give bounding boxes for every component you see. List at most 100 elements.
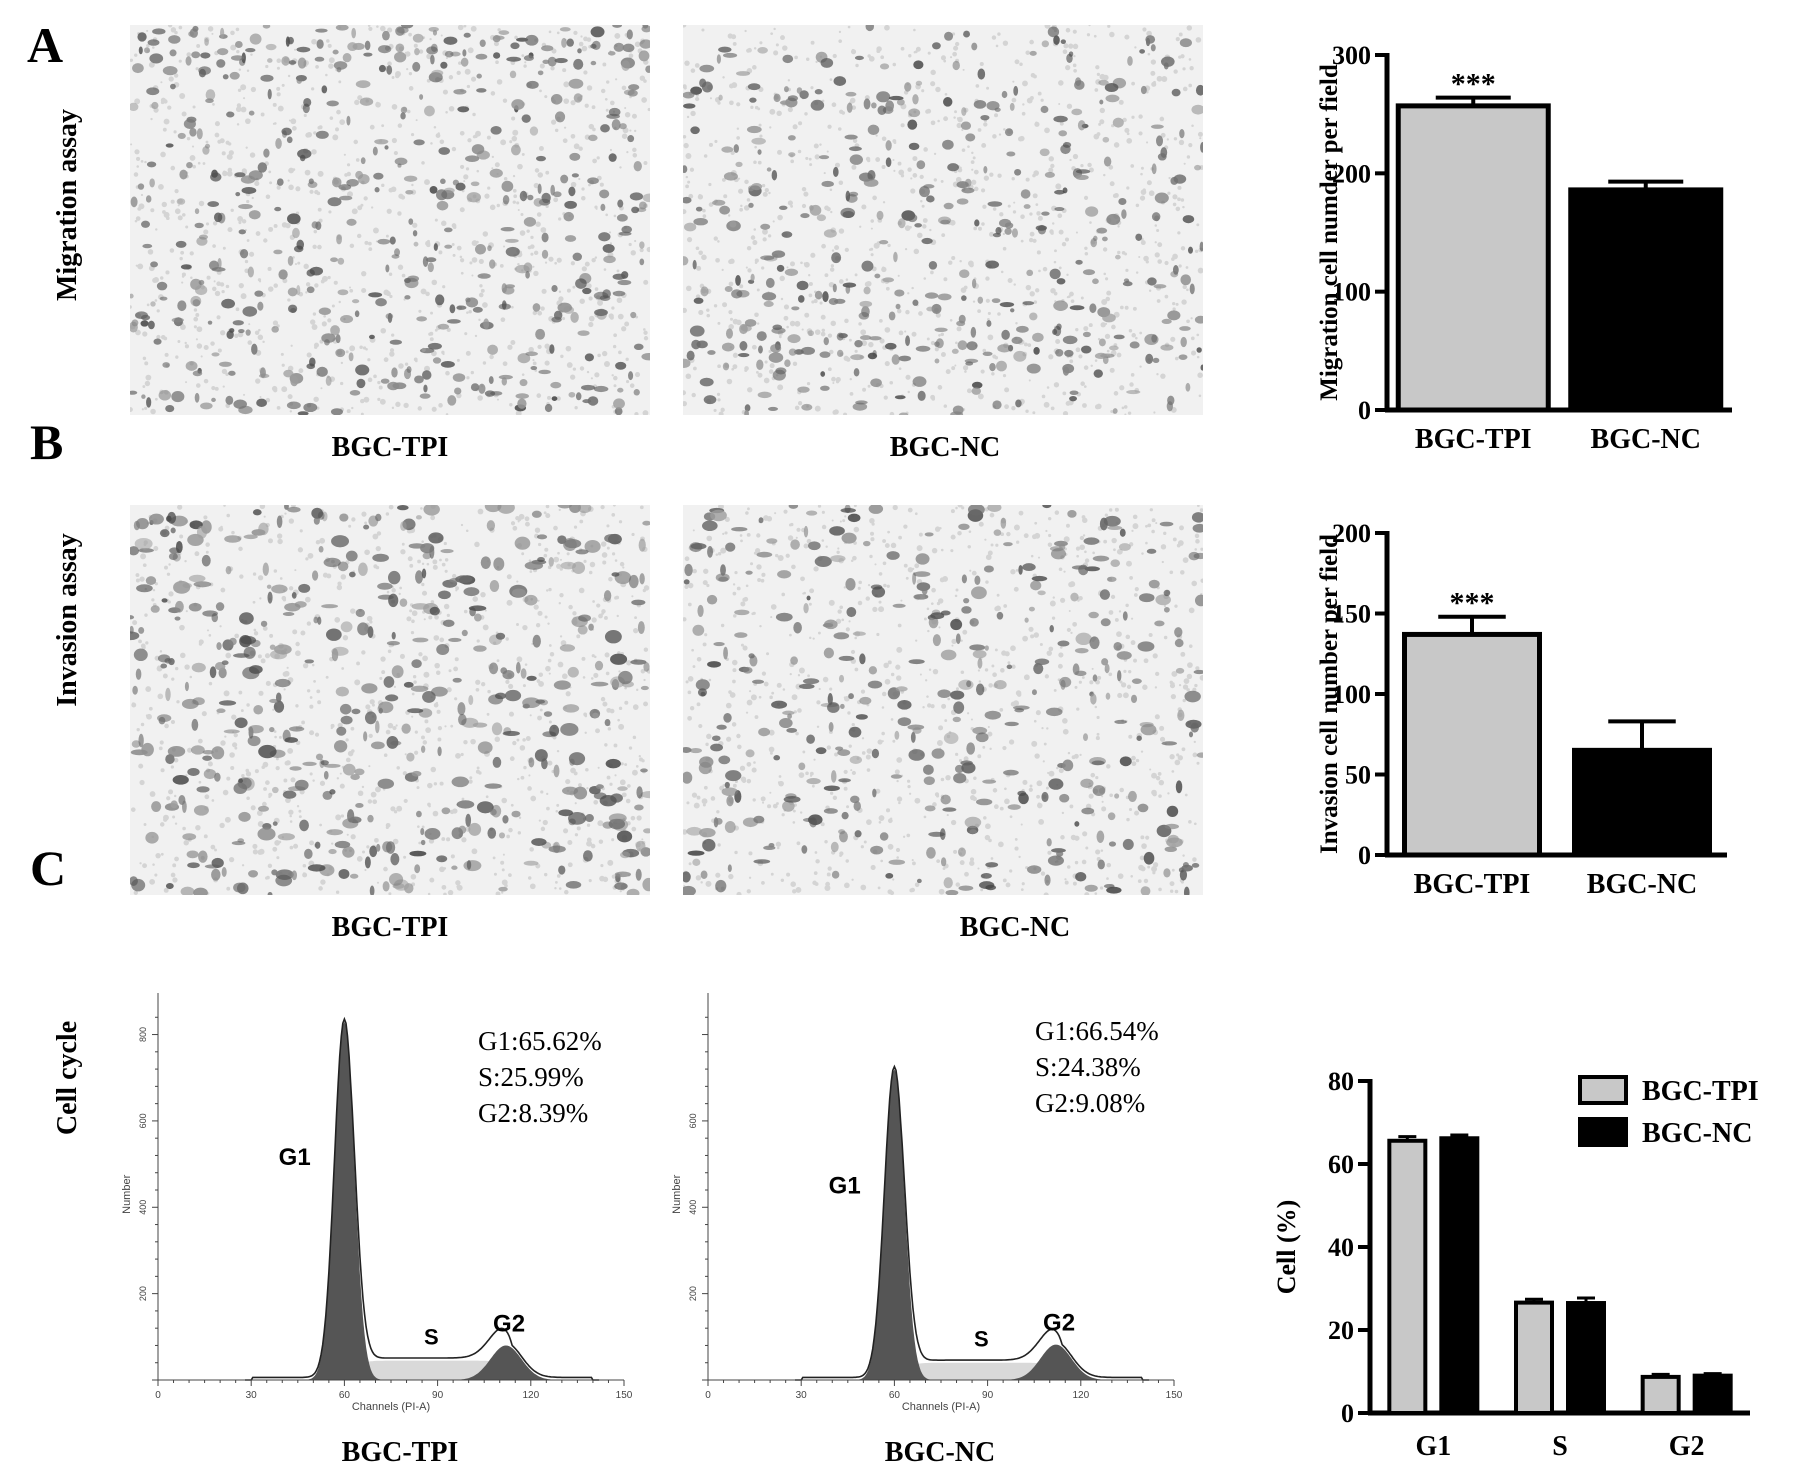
background-speckle xyxy=(1096,72,1101,77)
background-speckle xyxy=(1158,794,1162,798)
background-speckle xyxy=(1155,522,1158,525)
cell-spot xyxy=(1054,207,1065,212)
background-speckle xyxy=(801,328,804,331)
background-speckle xyxy=(1183,678,1190,685)
background-speckle xyxy=(614,774,617,777)
background-speckle xyxy=(621,326,627,332)
background-speckle xyxy=(527,876,532,880)
cell-spot xyxy=(242,306,258,317)
cell-spot xyxy=(637,621,645,634)
cell-spot xyxy=(462,49,467,57)
cell-spot xyxy=(783,86,789,93)
background-speckle xyxy=(1011,664,1016,669)
background-speckle xyxy=(970,160,975,164)
background-speckle xyxy=(742,645,748,651)
background-speckle xyxy=(941,703,947,709)
cell-spot xyxy=(243,646,256,659)
cell-spot xyxy=(191,51,201,59)
background-speckle xyxy=(516,738,520,742)
cell-spot xyxy=(526,80,539,89)
background-speckle xyxy=(614,559,618,562)
background-speckle xyxy=(1138,255,1141,259)
background-speckle xyxy=(732,583,736,586)
background-speckle xyxy=(404,753,407,756)
background-speckle xyxy=(1108,165,1114,170)
background-speckle xyxy=(286,666,289,669)
background-speckle xyxy=(1086,33,1091,37)
background-speckle xyxy=(288,586,294,591)
background-speckle xyxy=(863,840,867,844)
cell-spot xyxy=(355,608,365,618)
background-speckle xyxy=(553,197,559,203)
cell-spot xyxy=(357,622,369,636)
background-speckle xyxy=(1099,107,1105,114)
cell-spot xyxy=(133,648,148,662)
background-speckle xyxy=(717,398,721,402)
background-speckle xyxy=(1064,880,1069,885)
cell-spot xyxy=(547,56,557,67)
background-speckle xyxy=(380,656,386,662)
background-speckle xyxy=(1101,299,1108,306)
background-speckle xyxy=(985,823,991,830)
background-speckle xyxy=(566,552,570,556)
background-speckle xyxy=(1131,81,1135,86)
background-speckle xyxy=(136,165,139,168)
background-speckle xyxy=(372,533,379,540)
cell-spot xyxy=(543,711,553,717)
background-speckle xyxy=(265,194,271,199)
background-speckle xyxy=(557,551,560,555)
background-speckle xyxy=(884,543,890,548)
background-speckle xyxy=(858,580,862,585)
background-speckle xyxy=(1058,652,1064,658)
background-speckle xyxy=(253,628,257,632)
cell-spot xyxy=(898,412,909,415)
background-speckle xyxy=(771,691,775,695)
cell-spot xyxy=(452,179,460,186)
cell-spot xyxy=(500,227,515,232)
cell-spot xyxy=(560,723,579,736)
background-speckle xyxy=(517,777,520,781)
background-speckle xyxy=(451,243,455,246)
background-speckle xyxy=(782,45,788,51)
cell-spot xyxy=(1160,344,1174,351)
cell-spot xyxy=(1060,39,1066,45)
background-speckle xyxy=(1104,333,1111,340)
background-speckle xyxy=(783,509,788,514)
background-speckle xyxy=(210,341,215,346)
background-speckle xyxy=(780,297,784,301)
background-speckle xyxy=(565,779,571,785)
cell-spot xyxy=(342,53,352,63)
cell-spot xyxy=(349,873,359,879)
background-speckle xyxy=(594,287,599,291)
background-speckle xyxy=(567,839,573,845)
background-speckle xyxy=(1100,849,1104,852)
background-speckle xyxy=(715,258,720,263)
background-speckle xyxy=(398,193,404,199)
background-speckle xyxy=(1153,80,1156,84)
background-speckle xyxy=(745,711,749,714)
background-speckle xyxy=(973,776,977,780)
background-speckle xyxy=(1072,621,1078,627)
background-speckle xyxy=(532,310,538,316)
background-speckle xyxy=(437,726,443,731)
cell-spot xyxy=(297,148,312,159)
background-speckle xyxy=(537,610,543,616)
background-speckle xyxy=(413,680,417,684)
background-speckle xyxy=(142,356,147,361)
background-speckle xyxy=(703,568,709,574)
background-speckle xyxy=(696,265,702,271)
background-speckle xyxy=(999,708,1004,712)
background-speckle xyxy=(144,361,149,366)
background-speckle xyxy=(214,121,220,127)
background-speckle xyxy=(386,590,390,594)
background-speckle xyxy=(1014,837,1018,841)
background-speckle xyxy=(397,123,403,128)
background-speckle xyxy=(951,366,956,371)
background-speckle xyxy=(1023,533,1029,539)
background-speckle xyxy=(775,43,779,47)
cell-spot xyxy=(291,592,297,599)
background-speckle xyxy=(1037,802,1041,806)
background-speckle xyxy=(570,100,576,106)
background-speckle xyxy=(1177,755,1183,761)
background-speckle xyxy=(245,771,252,777)
